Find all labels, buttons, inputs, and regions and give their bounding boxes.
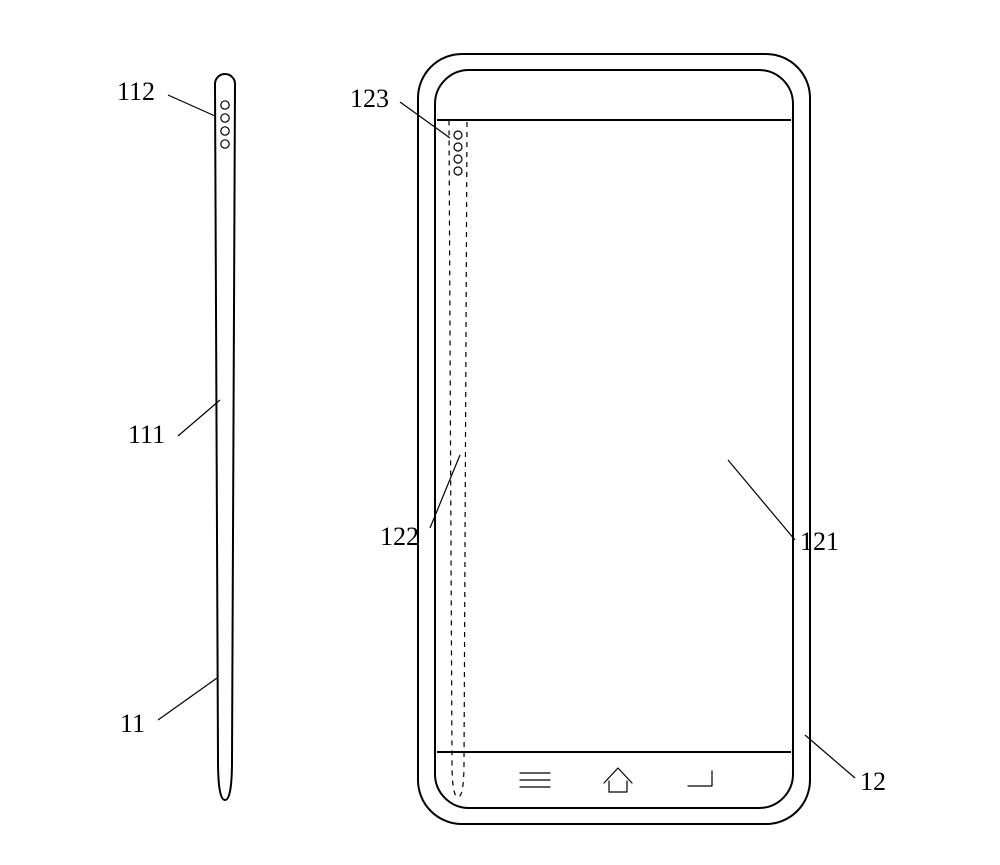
callout-12: 12 <box>805 735 886 796</box>
callout-112: 112 <box>117 77 215 116</box>
callout-11: 11 <box>120 678 217 738</box>
slot-contact-dot <box>454 155 462 163</box>
stylus-contact-dot <box>221 140 229 148</box>
stylus-contact-dot <box>221 101 229 109</box>
nav-menu-icon <box>520 773 550 787</box>
callout-label: 111 <box>128 420 165 449</box>
leader-line <box>168 95 215 116</box>
stylus-contact-dot <box>221 127 229 135</box>
leader-line <box>178 400 220 436</box>
slot-contact-dot <box>454 131 462 139</box>
callout-label: 121 <box>800 527 839 556</box>
callout-111: 111 <box>128 400 220 449</box>
callout-121: 121 <box>728 460 839 556</box>
callout-label: 123 <box>350 84 389 113</box>
stylus <box>215 74 235 800</box>
callout-122: 122 <box>380 455 460 551</box>
callout-label: 112 <box>117 77 155 106</box>
slot-contact-dot <box>454 167 462 175</box>
nav-back-icon <box>688 771 712 786</box>
phone <box>418 54 810 824</box>
nav-home-icon <box>604 768 632 792</box>
callout-label: 11 <box>120 709 145 738</box>
leader-line <box>805 735 855 778</box>
phone-outer <box>418 54 810 824</box>
callout-label: 122 <box>380 522 419 551</box>
leader-line <box>158 678 217 720</box>
phone-inner <box>435 70 793 808</box>
leader-line <box>728 460 795 540</box>
callout-label: 12 <box>860 767 886 796</box>
slot-contact-dot <box>454 143 462 151</box>
stylus-contact-dot <box>221 114 229 122</box>
